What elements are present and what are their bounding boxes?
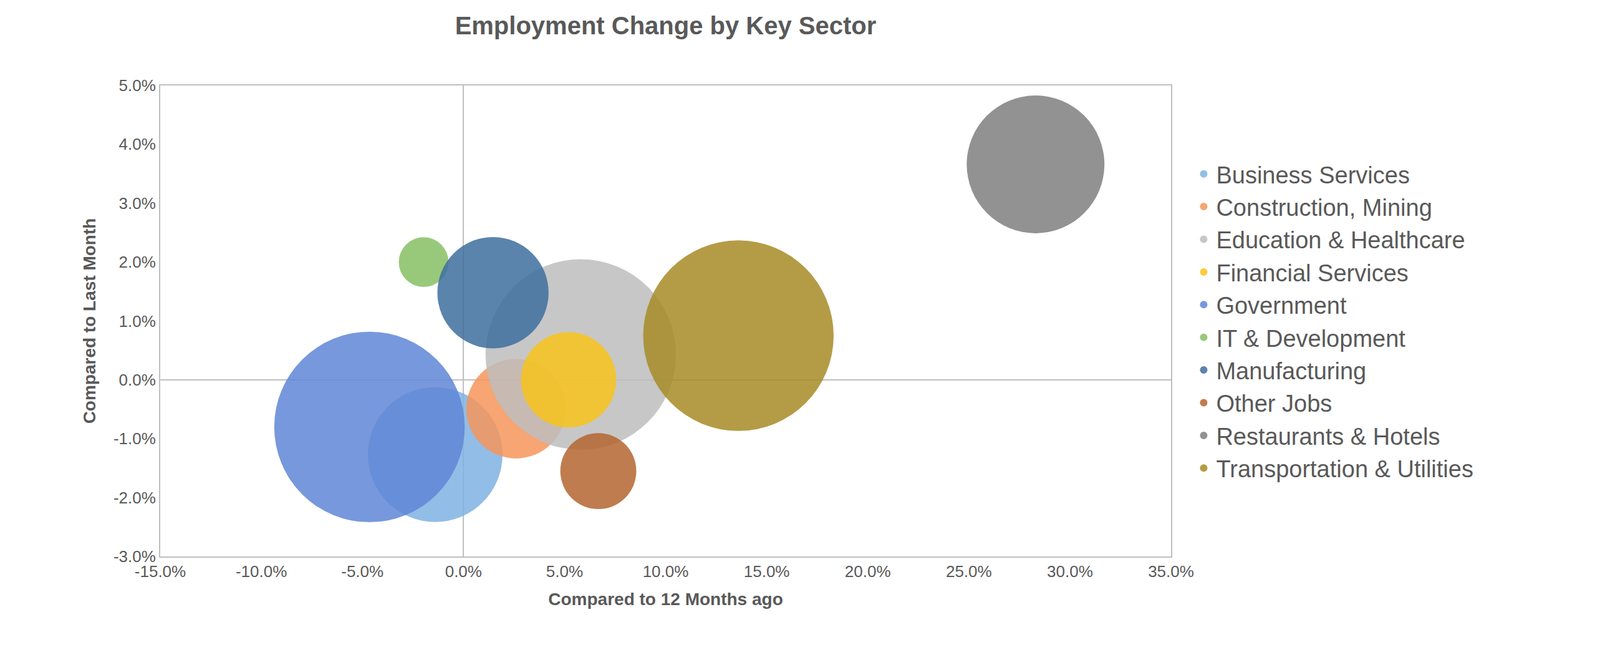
svg-text:30.0%: 30.0%: [1046, 561, 1094, 581]
svg-text:IT & Development: IT & Development: [1215, 325, 1406, 352]
svg-text:-5.0%: -5.0%: [341, 561, 384, 581]
svg-text:20.0%: 20.0%: [844, 561, 892, 581]
svg-text:Compared to 12 Months ago: Compared to 12 Months ago: [548, 589, 783, 609]
svg-text:-15.0%: -15.0%: [134, 561, 186, 581]
svg-text:Other Jobs: Other Jobs: [1215, 390, 1332, 417]
svg-text:5.0%: 5.0%: [119, 76, 156, 95]
svg-text:-3.0%: -3.0%: [113, 546, 156, 566]
svg-text:5.0%: 5.0%: [546, 561, 584, 581]
svg-text:Transportation & Utilities: Transportation & Utilities: [1215, 455, 1474, 482]
svg-text:-2.0%: -2.0%: [113, 488, 156, 507]
svg-text:Restaurants & Hotels: Restaurants & Hotels: [1215, 423, 1440, 450]
svg-text:4.0%: 4.0%: [119, 134, 156, 154]
svg-text:-10.0%: -10.0%: [235, 561, 287, 581]
svg-text:2.0%: 2.0%: [119, 252, 156, 272]
svg-text:Manufacturing: Manufacturing: [1215, 357, 1367, 385]
svg-text:Government: Government: [1215, 292, 1347, 319]
svg-text:10.0%: 10.0%: [642, 561, 690, 581]
svg-text:0.0%: 0.0%: [445, 561, 482, 581]
svg-text:15.0%: 15.0%: [743, 561, 791, 581]
svg-text:Education & Healthcare: Education & Healthcare: [1215, 226, 1465, 254]
svg-text:Compared to Last Month: Compared to Last Month: [79, 218, 100, 425]
svg-text:Construction, Mining: Construction, Mining: [1215, 194, 1432, 221]
svg-text:35.0%: 35.0%: [1147, 561, 1195, 581]
svg-text:-1.0%: -1.0%: [113, 428, 156, 448]
svg-text:1.0%: 1.0%: [119, 311, 156, 331]
svg-text:Employment Change by Key Secto: Employment Change by Key Sector: [455, 11, 877, 40]
svg-text:0.0%: 0.0%: [119, 370, 156, 390]
svg-text:Financial Services: Financial Services: [1215, 260, 1408, 287]
svg-text:25.0%: 25.0%: [945, 561, 993, 581]
svg-text:3.0%: 3.0%: [119, 193, 156, 213]
svg-text:Business Services: Business Services: [1215, 162, 1410, 189]
